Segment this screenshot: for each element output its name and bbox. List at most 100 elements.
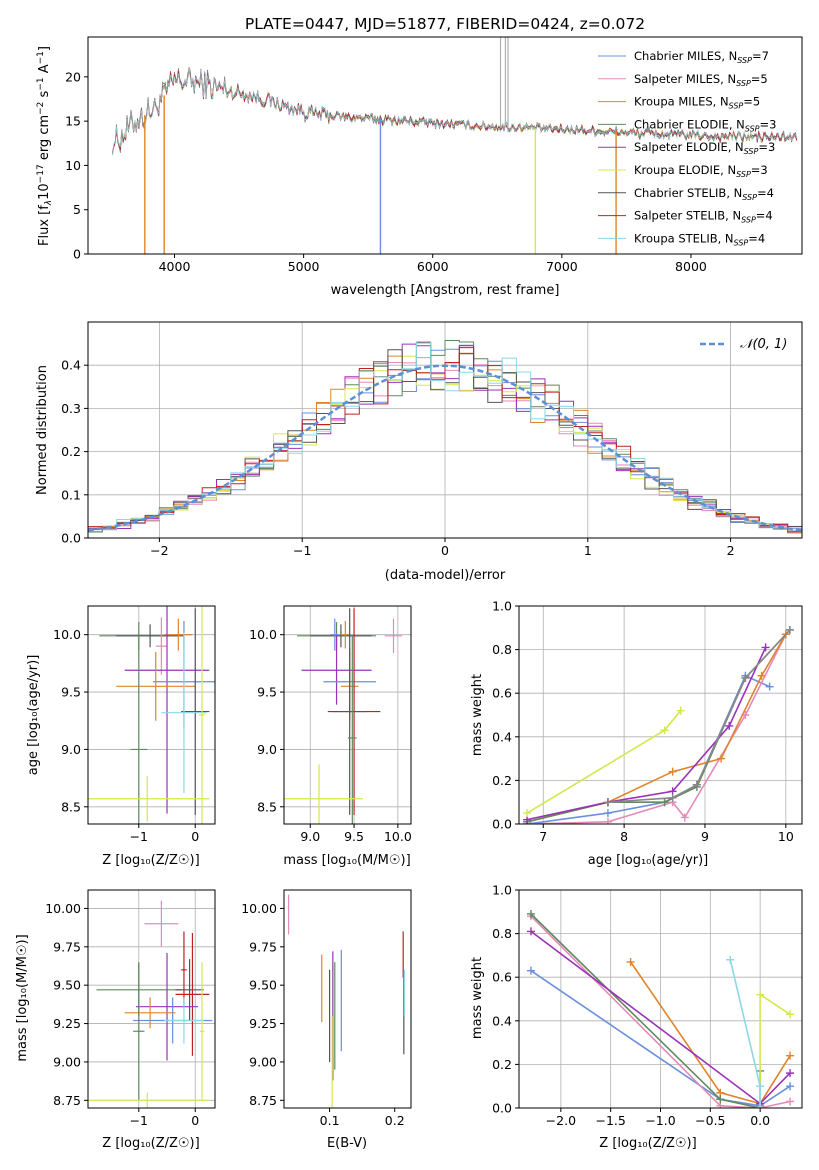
mass-vs-ebv-plot-area: 0.1 0.2 8.75 9.00 9.25 9.50 9.75 10.00 [241, 889, 412, 1128]
x-tick-label: 4000 [159, 259, 191, 274]
legend-label-model: Chabrier STELIB, N [634, 186, 742, 200]
age-vs-z-panel: −1 0 8.5 9.0 9.5 10.0 Z [log₁₀(Z/Z☉)] age [lo… [26, 605, 216, 868]
mass-weight-marker [786, 1010, 795, 1019]
x-tick-label: −2 [150, 543, 168, 558]
mass-weight-marker [626, 957, 635, 966]
legend-label-count: =7 [752, 49, 769, 63]
y-tick-label: 9.75 [249, 939, 277, 954]
mass-weight-marker [786, 1051, 795, 1060]
error-bar-point [301, 635, 372, 705]
mass-weight-marker [756, 1104, 765, 1108]
axes-frame [283, 889, 412, 1109]
x-tick-label: 7 [539, 829, 547, 844]
error-bar-point [88, 775, 210, 822]
y-tick-label: 0.0 [492, 1101, 512, 1116]
y-tick-label: 0.3 [61, 401, 81, 416]
x-tick-label: −1.5 [595, 1113, 625, 1128]
spectrum-plot-area: 4000 5000 6000 7000 8000 0 5 10 15 20 [65, 36, 803, 274]
error-bar-point [164, 997, 204, 1044]
mass-weight-marker [756, 990, 765, 999]
legend-label: Chabrier ELODIE, NSSP=3 [634, 117, 776, 133]
y-tick-label: 0.2 [492, 773, 512, 788]
x-tick-label: 1 [584, 543, 592, 558]
age-vs-mass-panel: 9.0 9.5 10.0 8.5 9.0 9.5 10.0 mass [log₁₀(M/M☉… [249, 605, 412, 868]
error-bar-point [332, 608, 368, 815]
legend-label-count: =3 [751, 163, 768, 177]
residuals-ylabel: Normed distribution [35, 365, 50, 495]
legend-label: Kroupa MILES, NSSP=5 [634, 95, 760, 111]
y-tick-label: 5 [73, 202, 81, 217]
mass-weight-marker [660, 798, 669, 807]
legend-label-count: =3 [758, 140, 775, 154]
massweight_vs_age-marks [523, 625, 794, 824]
legend-label: Chabrier MILES, NSSP=7 [634, 49, 769, 65]
error-bar-point [347, 634, 357, 824]
mass-weight-marker [668, 793, 677, 802]
age_vs_Z-axes: −1 0 8.5 9.0 9.5 10.0 [53, 605, 216, 844]
residuals-legend-label: 𝒩(0, 1) [740, 337, 787, 352]
legend-label-sub: SSP [741, 216, 756, 225]
mass-weight-marker [680, 813, 689, 822]
massweight-vs-age-xlabel: age [log₁₀(age/yr)] [588, 853, 709, 868]
residuals-xlabel: (data-model)/error [385, 568, 506, 583]
y-tick-label: 0.4 [492, 1013, 512, 1028]
mass-weight-series [523, 706, 685, 818]
x-tick-label: −2.0 [546, 1113, 576, 1128]
y-tick-label: 0.1 [61, 487, 81, 502]
x-tick-label: −0.5 [695, 1113, 725, 1128]
mass-weight-marker [603, 817, 612, 824]
error-bar-point [199, 606, 205, 824]
y-tick-label: 0.4 [492, 729, 512, 744]
y-tick-label: 15 [65, 114, 81, 129]
massweight-vs-age-panel: 7 8 9 10 0.0 0.2 0.4 0.6 0.8 1.0 age [log₁₀(age/y… [470, 599, 803, 868]
mass-vs-ebv-panel: 0.1 0.2 8.75 9.00 9.25 9.50 9.75 10.00 E(B-V) [241, 889, 412, 1151]
massweight_vs_Z-axes: −2.0 −1.5 −1.0 −0.5 0.0 0.0 0.2 0.4 0.6 0.8 1.0 [492, 883, 803, 1128]
error-bar-point [88, 1092, 210, 1108]
y-tick-label: 0.4 [61, 358, 81, 373]
x-tick-label: 0.0 [750, 1113, 770, 1128]
y-tick-label: 9.0 [257, 742, 277, 757]
age_vs_mass-axes: 9.0 9.5 10.0 8.5 9.0 9.5 10.0 [249, 605, 412, 844]
age-vs-z-plot-area: −1 0 8.5 9.0 9.5 10.0 [53, 605, 216, 844]
legend-label-model: Chabrier MILES, N [634, 49, 737, 63]
mass-weight-marker [603, 798, 612, 807]
mass_vs_ebv-marks [287, 894, 406, 1108]
error-bar-point [330, 618, 340, 651]
x-tick-label: 2 [727, 543, 735, 558]
x-tick-label: 10 [778, 829, 794, 844]
legend-label-model: Salpeter ELODIE, N [634, 140, 744, 154]
y-tick-label: 10.00 [45, 901, 81, 916]
age-vs-mass-xlabel: mass [log₁₀(M/M☉)] [283, 853, 410, 868]
error-bar-point [340, 620, 350, 649]
error-bar-point [310, 624, 372, 648]
x-tick-label: 9.0 [300, 829, 320, 844]
mass-vs-z-plot-area: −1 0 8.75 9.00 9.25 9.50 9.75 10.00 [45, 889, 216, 1128]
y-tick-label: 0.6 [492, 686, 512, 701]
mass-weight-marker [603, 809, 612, 818]
mass-weight-line [530, 970, 791, 1107]
x-tick-label: 10.0 [384, 829, 412, 844]
legend-label-sub: SSP [745, 124, 760, 133]
mass-weight-marker [757, 671, 766, 680]
legend-label-count: =4 [756, 209, 773, 223]
mass-weight-line [527, 633, 787, 824]
gaussian-curve [88, 364, 802, 532]
y-tick-label: 9.0 [61, 742, 81, 757]
mass-weight-marker [716, 1095, 725, 1104]
y-tick-label: 0.8 [492, 926, 512, 941]
mass-weight-marker [786, 1097, 795, 1106]
massweight-vs-age-ylabel: mass weight [470, 674, 485, 756]
error-bar-point [144, 900, 179, 947]
y-tick-label: 0.8 [492, 642, 512, 657]
axes-frame [87, 889, 216, 1109]
massweight-vs-z-panel: −2.0 −1.5 −1.0 −0.5 0.0 0.0 0.2 0.4 0.6 0.8 1.0 Z … [470, 883, 803, 1151]
spectrum-marks [112, 37, 798, 254]
legend-label-count: =5 [751, 72, 768, 86]
residuals-axes: −2 −1 0 1 2 0.0 0.1 0.2 0.3 0.4 [61, 321, 803, 558]
y-tick-label: 0.0 [492, 817, 512, 832]
spectrum-panel: PLATE=0447, MJD=51877, FIBERID=0424, z=0… [36, 15, 803, 298]
y-tick-label: 9.00 [53, 1054, 81, 1069]
legend-label: Kroupa ELODIE, NSSP=3 [634, 163, 768, 179]
x-tick-label: 0.2 [385, 1113, 405, 1128]
error-bar-point [116, 651, 196, 721]
